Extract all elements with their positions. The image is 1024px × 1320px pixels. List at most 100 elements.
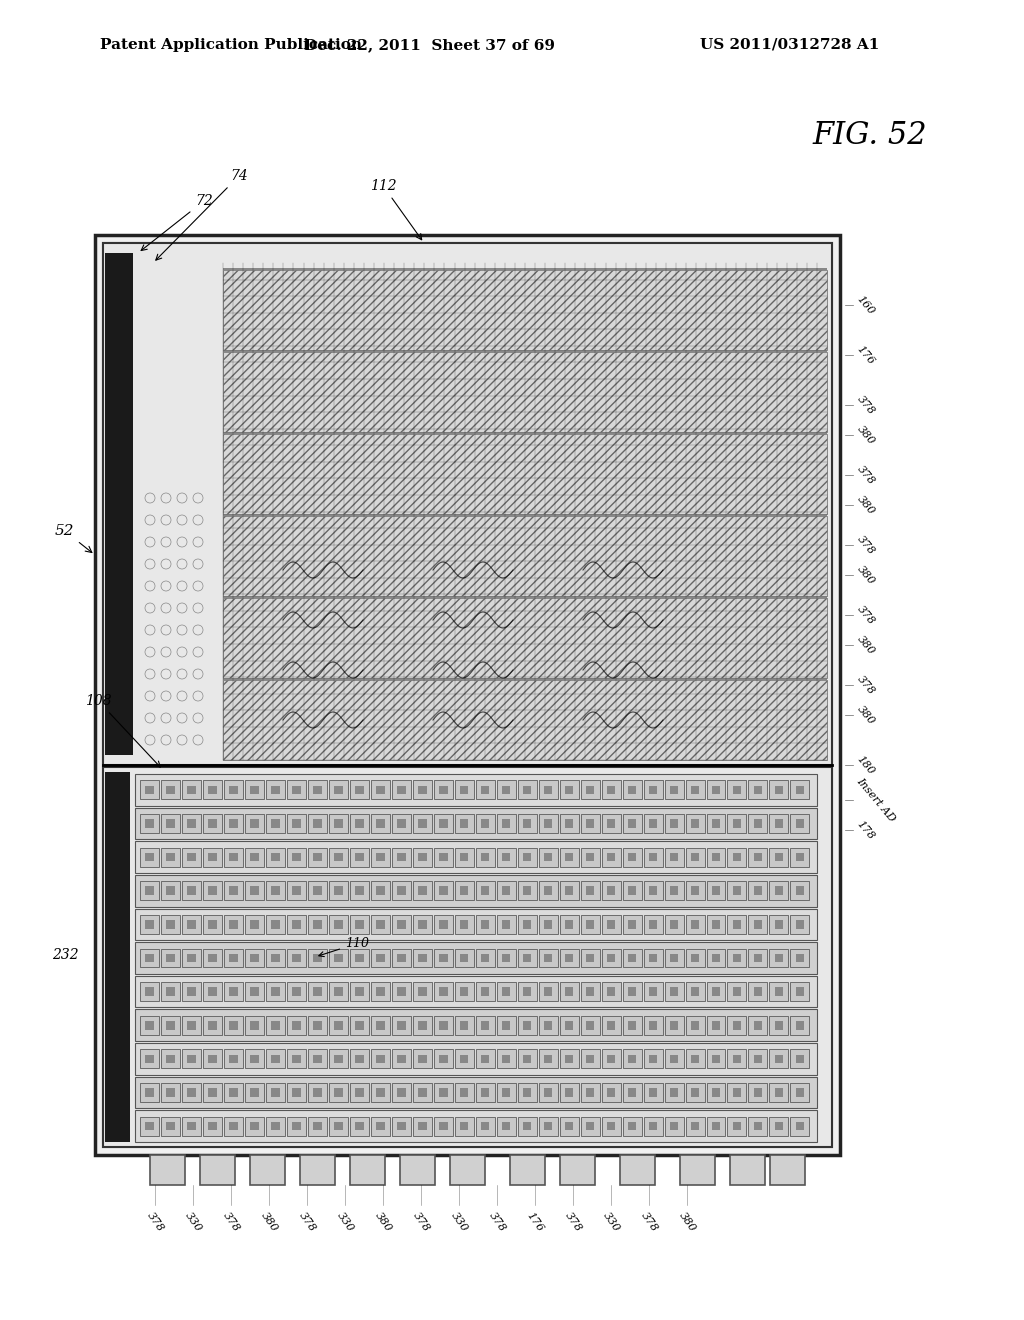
- Bar: [223, 350, 827, 352]
- Bar: [649, 954, 657, 962]
- Bar: [601, 1049, 621, 1068]
- Bar: [334, 785, 343, 795]
- Bar: [350, 1117, 369, 1135]
- Bar: [586, 1020, 594, 1030]
- Bar: [796, 1020, 804, 1030]
- Bar: [140, 882, 159, 900]
- Bar: [418, 1055, 427, 1063]
- Bar: [455, 780, 474, 800]
- Bar: [733, 887, 741, 895]
- Bar: [727, 982, 746, 1001]
- Bar: [581, 1117, 600, 1135]
- Bar: [350, 1016, 369, 1035]
- Text: 72: 72: [141, 194, 213, 251]
- Bar: [266, 1016, 285, 1035]
- Bar: [670, 987, 678, 995]
- Bar: [539, 1082, 558, 1102]
- Bar: [775, 987, 783, 995]
- Bar: [292, 954, 301, 962]
- Bar: [208, 785, 217, 795]
- Bar: [105, 772, 130, 1142]
- Bar: [392, 1117, 411, 1135]
- Bar: [271, 1020, 280, 1030]
- Bar: [413, 1082, 432, 1102]
- Bar: [266, 882, 285, 900]
- Bar: [329, 949, 348, 968]
- Bar: [413, 882, 432, 900]
- Bar: [565, 1055, 573, 1063]
- Bar: [691, 785, 699, 795]
- Bar: [161, 780, 180, 800]
- Bar: [250, 820, 259, 828]
- Bar: [229, 1088, 238, 1097]
- Bar: [560, 847, 579, 867]
- Bar: [497, 882, 516, 900]
- Bar: [418, 920, 427, 929]
- Bar: [691, 820, 699, 828]
- Bar: [287, 1082, 306, 1102]
- Bar: [245, 1082, 264, 1102]
- Bar: [769, 780, 788, 800]
- Bar: [649, 920, 657, 929]
- Bar: [250, 920, 259, 929]
- Bar: [371, 847, 390, 867]
- Bar: [223, 597, 827, 598]
- Bar: [376, 954, 385, 962]
- Bar: [187, 920, 196, 929]
- Bar: [250, 1088, 259, 1097]
- Bar: [392, 780, 411, 800]
- Bar: [539, 814, 558, 833]
- Bar: [455, 915, 474, 933]
- Bar: [392, 882, 411, 900]
- Bar: [334, 853, 343, 862]
- Bar: [476, 1049, 495, 1068]
- Bar: [266, 982, 285, 1001]
- Text: 380: 380: [677, 1210, 697, 1233]
- Bar: [418, 1088, 427, 1097]
- Bar: [620, 1155, 655, 1185]
- Bar: [707, 1049, 725, 1068]
- Bar: [182, 1049, 201, 1068]
- Bar: [601, 814, 621, 833]
- Bar: [208, 1055, 217, 1063]
- Bar: [223, 352, 827, 432]
- Bar: [733, 920, 741, 929]
- Bar: [376, 1020, 385, 1030]
- Bar: [623, 1049, 642, 1068]
- Bar: [607, 820, 615, 828]
- Bar: [250, 1020, 259, 1030]
- Text: 378: 378: [297, 1210, 317, 1233]
- Bar: [413, 847, 432, 867]
- Bar: [643, 847, 663, 867]
- Bar: [497, 847, 516, 867]
- Bar: [250, 1122, 259, 1130]
- Bar: [601, 847, 621, 867]
- Bar: [187, 1020, 196, 1030]
- Bar: [623, 915, 642, 933]
- Bar: [182, 847, 201, 867]
- Bar: [544, 887, 552, 895]
- Bar: [166, 1122, 175, 1130]
- Text: 178: 178: [855, 818, 877, 841]
- Bar: [712, 1020, 720, 1030]
- Text: 380: 380: [855, 634, 877, 656]
- Bar: [623, 1117, 642, 1135]
- Bar: [502, 954, 510, 962]
- Bar: [392, 982, 411, 1001]
- Bar: [560, 780, 579, 800]
- Bar: [707, 915, 725, 933]
- Bar: [313, 987, 322, 995]
- Bar: [791, 847, 809, 867]
- Bar: [292, 1122, 301, 1130]
- Bar: [727, 949, 746, 968]
- Bar: [707, 780, 725, 800]
- Bar: [586, 853, 594, 862]
- Bar: [229, 785, 238, 795]
- Bar: [544, 820, 552, 828]
- Bar: [796, 920, 804, 929]
- Bar: [287, 949, 306, 968]
- Bar: [140, 1049, 159, 1068]
- Text: 380: 380: [373, 1210, 393, 1233]
- Bar: [161, 982, 180, 1001]
- Bar: [140, 982, 159, 1001]
